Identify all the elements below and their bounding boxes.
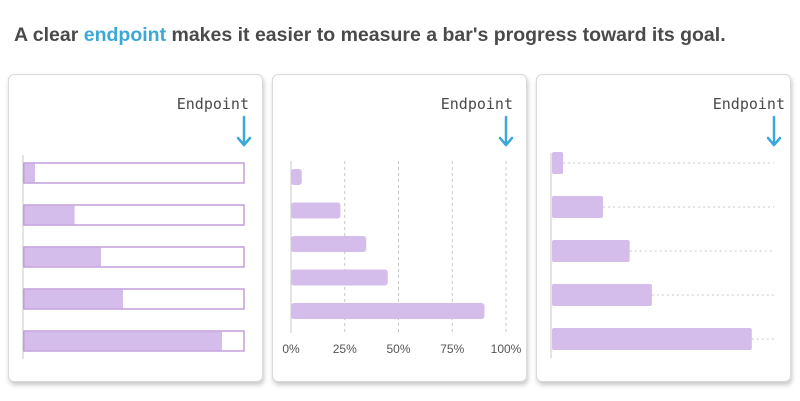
down-arrow-icon — [766, 115, 782, 147]
headline-accent-word: endpoint — [83, 24, 167, 46]
bar — [291, 202, 341, 219]
headline-text-end: makes it easier to measure a bar's progr… — [166, 24, 726, 46]
x-tick-label: 50% — [386, 342, 410, 356]
endpoint-label: Endpoint — [713, 95, 785, 113]
bar-track — [23, 162, 245, 184]
bar-track — [23, 204, 245, 226]
bar — [291, 169, 302, 185]
bar — [24, 247, 102, 267]
x-tick-label: 100% — [491, 342, 522, 356]
x-tick-label: 0% — [282, 342, 300, 356]
x-tick-label: 25% — [333, 342, 357, 356]
bar — [291, 269, 388, 286]
x-tick-label: 75% — [440, 342, 464, 356]
bar — [24, 163, 35, 183]
bar — [552, 240, 630, 262]
down-arrow-icon — [498, 115, 514, 147]
bar — [24, 289, 124, 309]
bar — [552, 284, 652, 306]
endpoint-label: Endpoint — [177, 95, 249, 113]
bar — [291, 236, 367, 252]
chart-card-gridlines: 0% 25% 50% 75% 100% Endpoint — [272, 74, 527, 382]
chart-gridlines: 0% 25% 50% 75% 100% Endpoint — [282, 95, 522, 356]
chart-dotted-guides: Endpoint — [550, 95, 785, 358]
bar — [552, 196, 604, 218]
chart-card-dotted-guides: Endpoint — [536, 74, 791, 382]
headline: A clear endpoint makes it easier to meas… — [14, 24, 726, 47]
chart-card-outlined-tracks: Endpoint — [8, 74, 263, 382]
down-arrow-icon — [236, 115, 252, 147]
headline-text-start: A clear — [14, 24, 84, 46]
endpoint-label: Endpoint — [441, 95, 513, 113]
chart-outlined-tracks: Endpoint — [22, 95, 252, 359]
bar — [552, 152, 564, 174]
bar — [24, 331, 223, 351]
bar — [24, 205, 75, 225]
bar — [291, 303, 485, 319]
bar — [552, 328, 752, 350]
